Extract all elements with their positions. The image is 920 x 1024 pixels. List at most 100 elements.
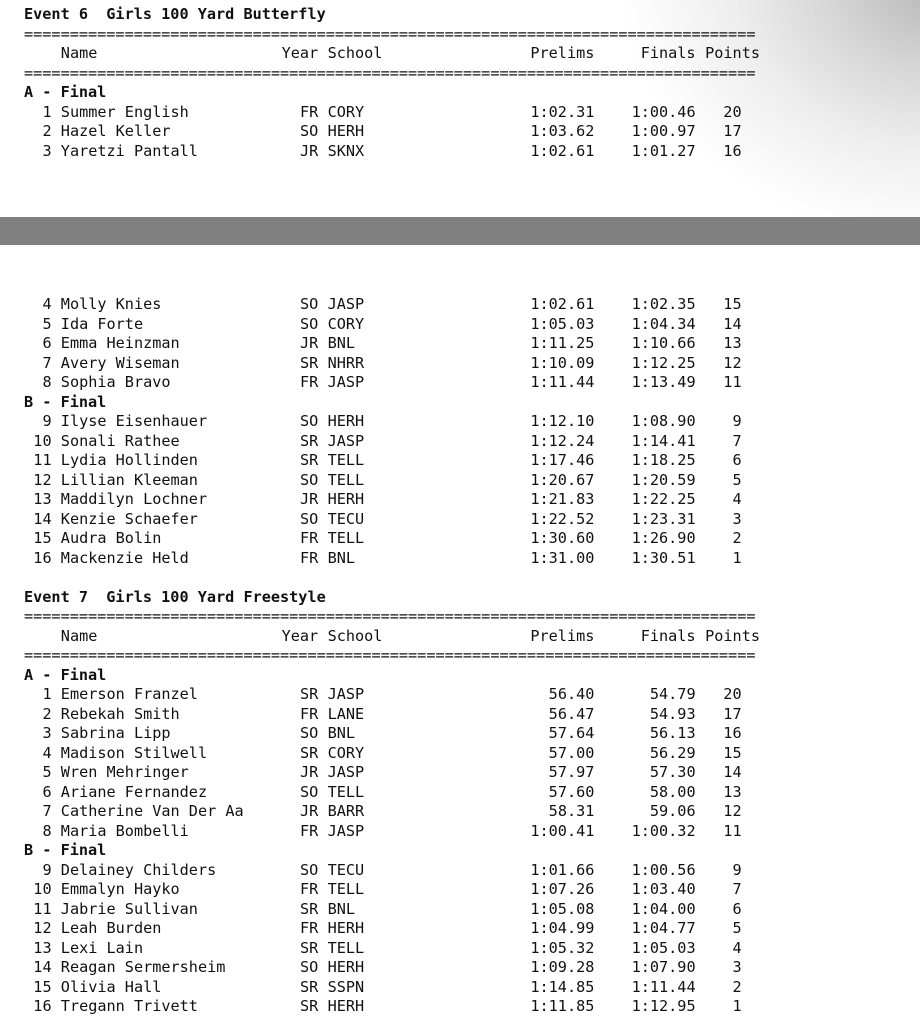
year: FR [300, 919, 319, 938]
section-header-line: A - Final [0, 666, 920, 686]
school: JASP [327, 685, 365, 704]
swimmer-name: Sabrina Lipp [60, 724, 171, 743]
school: LANE [327, 704, 365, 723]
finals-time: 1:30.51 [631, 548, 696, 567]
swimmer-name: Olivia Hall [60, 977, 162, 996]
prelims-time: 1:07.26 [530, 880, 595, 899]
column-header-prelims: Prelims [530, 44, 595, 63]
swimmer-name: Jabrie Sullivan [60, 899, 198, 918]
prelims-time: 1:00.41 [530, 821, 595, 840]
place: 15 [33, 977, 52, 996]
year: SR [300, 899, 319, 918]
finals-time: 1:04.34 [631, 314, 696, 333]
place: 16 [33, 997, 52, 1016]
points: 9 [732, 412, 742, 431]
finals-time: 1:05.03 [631, 938, 696, 957]
column-header-name: Name [60, 44, 98, 63]
finals-time: 1:00.97 [631, 122, 696, 141]
table-row: 6 Ariane Fernandez SO TELL 57.60 58.00 13 [0, 783, 920, 803]
school: NHRR [327, 353, 365, 372]
year: SR [300, 353, 319, 372]
prelims-time: 1:02.61 [530, 295, 595, 314]
section-label: B - Final [24, 392, 107, 411]
points: 20 [723, 102, 742, 121]
year: SO [300, 412, 319, 431]
prelims-time: 1:03.62 [530, 122, 595, 141]
swimmer-name: Emma Heinzman [60, 334, 180, 353]
section-label: A - Final [24, 83, 107, 102]
school: BNL [327, 724, 356, 743]
school: TELL [327, 938, 365, 957]
table-row: 8 Maria Bombelli FR JASP 1:00.41 1:00.32 11 [0, 822, 920, 842]
school: CORY [327, 314, 365, 333]
school: TELL [327, 451, 365, 470]
finals-time: 1:00.56 [631, 860, 696, 879]
school: BNL [327, 548, 356, 567]
place: 1 [42, 685, 52, 704]
separator: ========================================… [24, 646, 756, 665]
prelims-time: 57.60 [548, 782, 595, 801]
year: SR [300, 977, 319, 996]
swimmer-name: Ilyse Eisenhauer [60, 412, 208, 431]
year: SO [300, 958, 319, 977]
finals-time: 1:00.32 [631, 821, 696, 840]
section-header-line: B - Final [0, 841, 920, 861]
school: BNL [327, 334, 356, 353]
finals-time: 1:10.66 [631, 334, 696, 353]
points: 3 [732, 958, 742, 977]
school: TELL [327, 880, 365, 899]
prelims-time: 56.40 [548, 685, 595, 704]
points: 7 [732, 431, 742, 450]
year: FR [300, 821, 319, 840]
results-page-1: Event 6 Girls 100 Yard Butterfly ========… [0, 5, 920, 161]
finals-time: 1:01.27 [631, 141, 696, 160]
swimmer-name: Molly Knies [60, 295, 162, 314]
prelims-time: 57.00 [548, 743, 595, 762]
year: SR [300, 997, 319, 1016]
table-row: 12 Lillian Kleeman SO TELL 1:20.67 1:20.59 5 [0, 471, 920, 491]
results-page-2: 4 Molly Knies SO JASP 1:02.61 1:02.35 15 5 Ida F… [0, 295, 920, 1017]
place: 11 [33, 899, 52, 918]
place: 4 [42, 743, 52, 762]
place: 9 [42, 412, 52, 431]
school: HERH [327, 919, 365, 938]
place: 6 [42, 334, 52, 353]
year: JR [300, 802, 319, 821]
table-row: 16 Mackenzie Held FR BNL 1:31.00 1:30.51 1 [0, 549, 920, 569]
school: HERH [327, 122, 365, 141]
school: SKNX [327, 141, 365, 160]
place: 15 [33, 529, 52, 548]
swimmer-name: Ida Forte [60, 314, 144, 333]
swimmer-name: Wren Mehringer [60, 763, 189, 782]
year: SR [300, 743, 319, 762]
year: SO [300, 122, 319, 141]
year: SR [300, 938, 319, 957]
year: JR [300, 763, 319, 782]
finals-time: 54.93 [649, 704, 696, 723]
school: TELL [327, 529, 365, 548]
year: SO [300, 295, 319, 314]
points: 9 [732, 860, 742, 879]
swimmer-name: Emmalyn Hayko [60, 880, 180, 899]
swimmer-name: Delainey Childers [60, 860, 217, 879]
table-row: 7 Avery Wiseman SR NHRR 1:10.09 1:12.25 12 [0, 354, 920, 374]
year: FR [300, 704, 319, 723]
finals-time: 1:18.25 [631, 451, 696, 470]
points: 1 [732, 548, 742, 567]
event-title-line: Event 6 Girls 100 Yard Butterfly [0, 5, 920, 25]
finals-time: 1:08.90 [631, 412, 696, 431]
column-header-finals: Finals [640, 626, 696, 645]
points: 5 [732, 470, 742, 489]
table-row: 14 Reagan Sermersheim SO HERH 1:09.28 1:07.90… [0, 958, 920, 978]
prelims-time: 1:04.99 [530, 919, 595, 938]
column-header-year: Year [281, 626, 319, 645]
table-row: 6 Emma Heinzman JR BNL 1:11.25 1:10.66 13 [0, 334, 920, 354]
points: 3 [732, 509, 742, 528]
place: 14 [33, 958, 52, 977]
year: SO [300, 724, 319, 743]
place: 5 [42, 763, 52, 782]
year: JR [300, 490, 319, 509]
table-row: 14 Kenzie Schaefer SO TECU 1:22.52 1:23.31 3 [0, 510, 920, 530]
place: 7 [42, 802, 52, 821]
finals-time: 1:14.41 [631, 431, 696, 450]
